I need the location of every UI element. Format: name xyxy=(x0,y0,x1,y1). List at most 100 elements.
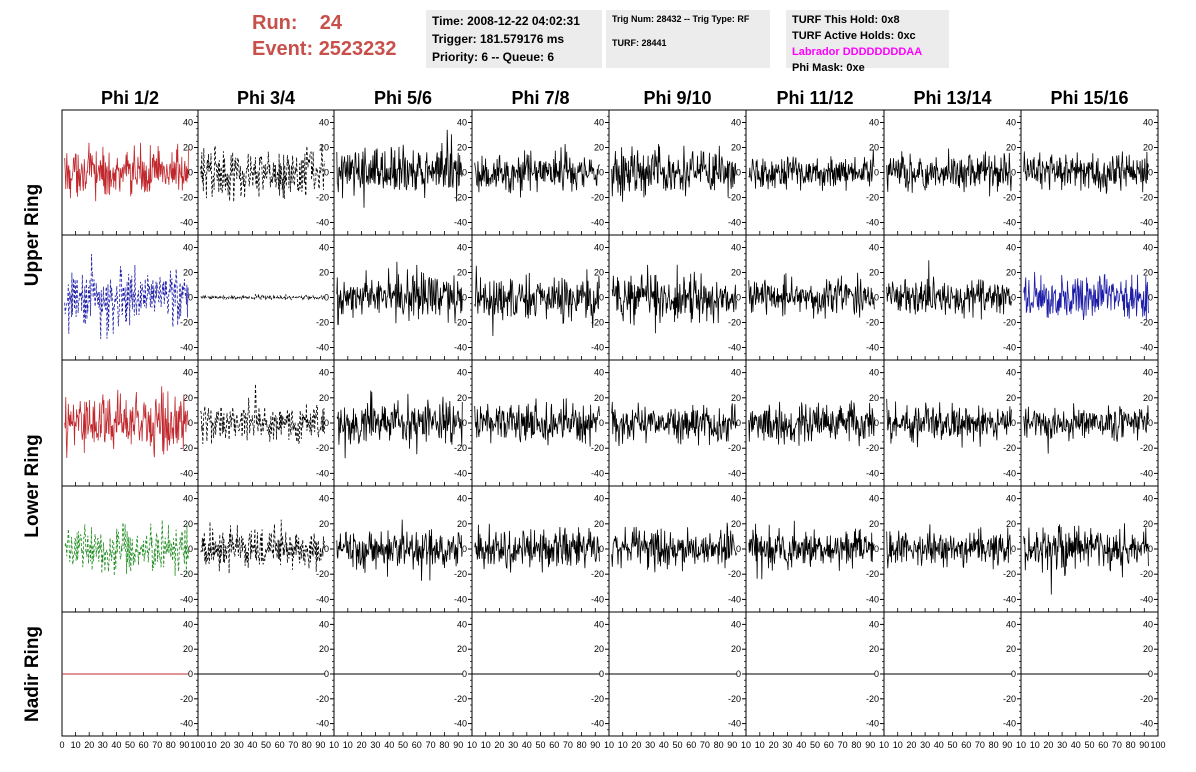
x-tick-label: 90 xyxy=(1002,740,1012,750)
y-tick-label: 0 xyxy=(1148,669,1153,679)
waveform-panel: -40 -20 0 20 40 xyxy=(883,485,1022,613)
waveform-trace xyxy=(200,383,325,445)
waveform-trace xyxy=(1023,271,1149,321)
phi-column-label: Phi 9/10 xyxy=(643,88,711,108)
y-tick-label: 40 xyxy=(319,118,329,128)
y-tick-label: -40 xyxy=(1003,594,1016,604)
waveform-panel: -40 -20 0 20 40 xyxy=(745,611,885,737)
y-tick-label: -20 xyxy=(180,443,193,453)
panel-frame xyxy=(333,359,473,487)
y-tick-label: -20 xyxy=(454,694,467,704)
x-tick-label: 60 xyxy=(1098,740,1108,750)
y-tick-label: -40 xyxy=(728,343,741,353)
y-tick-label: -40 xyxy=(1140,468,1153,478)
x-tick-label: 30 xyxy=(1057,740,1067,750)
waveform-panel: -40 -20 0 20 40 xyxy=(608,109,747,236)
y-tick-label: -20 xyxy=(866,694,879,704)
y-tick-label: -40 xyxy=(454,468,467,478)
y-tick-label: -40 xyxy=(180,594,193,604)
y-tick-label: 0 xyxy=(874,293,879,303)
y-tick-label: -40 xyxy=(1003,343,1016,353)
y-tick-label: -40 xyxy=(728,468,741,478)
turf-text: TURF: 28441 xyxy=(612,38,667,48)
y-tick-label: 0 xyxy=(736,544,741,554)
y-tick-label: -20 xyxy=(591,193,604,203)
y-tick-label: -40 xyxy=(866,719,879,729)
y-tick-label: 20 xyxy=(731,644,741,654)
phi-column-label: Phi 7/8 xyxy=(511,88,569,108)
waveform-panel: -40 -20 0 20 40 xyxy=(883,234,1022,361)
y-tick-label: 20 xyxy=(594,268,604,278)
turf-this-hold-text: TURF This Hold: 0x8 xyxy=(792,14,900,26)
labrador-text: Labrador DDDDDDDDAA xyxy=(792,46,923,58)
waveform-panel: -40 -20 0 20 40 xyxy=(471,485,610,613)
y-tick-label: 0 xyxy=(324,418,329,428)
y-tick-label: 0 xyxy=(188,544,193,554)
y-tick-label: 0 xyxy=(736,418,741,428)
y-tick-label: 0 xyxy=(1148,418,1153,428)
waveform-trace xyxy=(64,520,189,577)
y-tick-label: 0 xyxy=(324,544,329,554)
y-tick-label: 20 xyxy=(731,393,741,403)
waveform-trace xyxy=(64,142,189,202)
y-tick-label: 0 xyxy=(599,293,604,303)
phi-column-label: Phi 11/12 xyxy=(776,88,853,108)
x-tick-label: 70 xyxy=(288,740,298,750)
x-tick-label: 70 xyxy=(426,740,436,750)
waveform-panel: -40 -20 0 20 40 xyxy=(333,359,473,487)
y-tick-label: 40 xyxy=(183,368,193,378)
x-tick-label: 60 xyxy=(549,740,559,750)
x-tick-label: 70 xyxy=(152,740,162,750)
x-tick-label: 40 xyxy=(384,740,394,750)
x-tick-label: 10 xyxy=(467,740,477,750)
x-tick-label: 10 xyxy=(481,740,491,750)
y-tick-label: 20 xyxy=(869,393,879,403)
y-tick-label: -40 xyxy=(1140,719,1153,729)
waveform-panel: -40 -20 0 20 40 xyxy=(61,359,199,487)
x-tick-label: 70 xyxy=(1112,740,1122,750)
y-tick-label: 40 xyxy=(869,118,879,128)
phi-mask-text: Phi Mask: 0xe xyxy=(792,62,865,74)
y-tick-label: 0 xyxy=(1011,669,1016,679)
waveform-trace xyxy=(474,523,600,573)
y-tick-label: 0 xyxy=(188,418,193,428)
waveform-trace xyxy=(336,390,463,459)
y-tick-label: 40 xyxy=(731,368,741,378)
y-tick-label: -20 xyxy=(728,443,741,453)
y-tick-label: 40 xyxy=(1143,118,1153,128)
y-tick-label: -20 xyxy=(316,193,329,203)
waveform-panel: -40 -20 0 20 40 xyxy=(883,109,1022,236)
y-tick-label: 20 xyxy=(1006,143,1016,153)
y-tick-label: 20 xyxy=(457,393,467,403)
waveform-panel: -40 -20 0 20 40 xyxy=(471,234,610,361)
x-tick-label: 40 xyxy=(111,740,121,750)
event-label: Event: xyxy=(252,38,314,60)
waveform-trace xyxy=(611,401,737,447)
waveform-panel: -40 -20 0 20 40 xyxy=(197,109,335,236)
waveform-trace xyxy=(611,522,737,573)
y-tick-label: -20 xyxy=(1003,694,1016,704)
y-tick-label: -20 xyxy=(454,443,467,453)
y-tick-label: 20 xyxy=(319,519,329,529)
x-tick-label: 30 xyxy=(98,740,108,750)
waveform-trace xyxy=(336,519,463,581)
x-tick-label: 90 xyxy=(865,740,875,750)
x-tick-label: 40 xyxy=(247,740,257,750)
x-tick-label: 60 xyxy=(412,740,422,750)
x-tick-label: 30 xyxy=(234,740,244,750)
y-tick-label: -40 xyxy=(728,719,741,729)
y-tick-label: 0 xyxy=(599,168,604,178)
y-tick-label: -20 xyxy=(1140,569,1153,579)
y-tick-label: 20 xyxy=(319,644,329,654)
waveform-trace xyxy=(886,148,1012,197)
waveform-panel: -40 -20 0 20 40 xyxy=(61,234,199,361)
y-tick-label: 20 xyxy=(1006,644,1016,654)
y-tick-label: -20 xyxy=(591,569,604,579)
x-tick-label: 10 xyxy=(71,740,81,750)
y-tick-label: 40 xyxy=(319,368,329,378)
x-tick-label: 40 xyxy=(934,740,944,750)
x-tick-label: 70 xyxy=(975,740,985,750)
y-tick-label: 40 xyxy=(594,368,604,378)
waveform-panel: -40 -20 0 20 40 xyxy=(608,359,747,487)
x-tick-label: 30 xyxy=(920,740,930,750)
